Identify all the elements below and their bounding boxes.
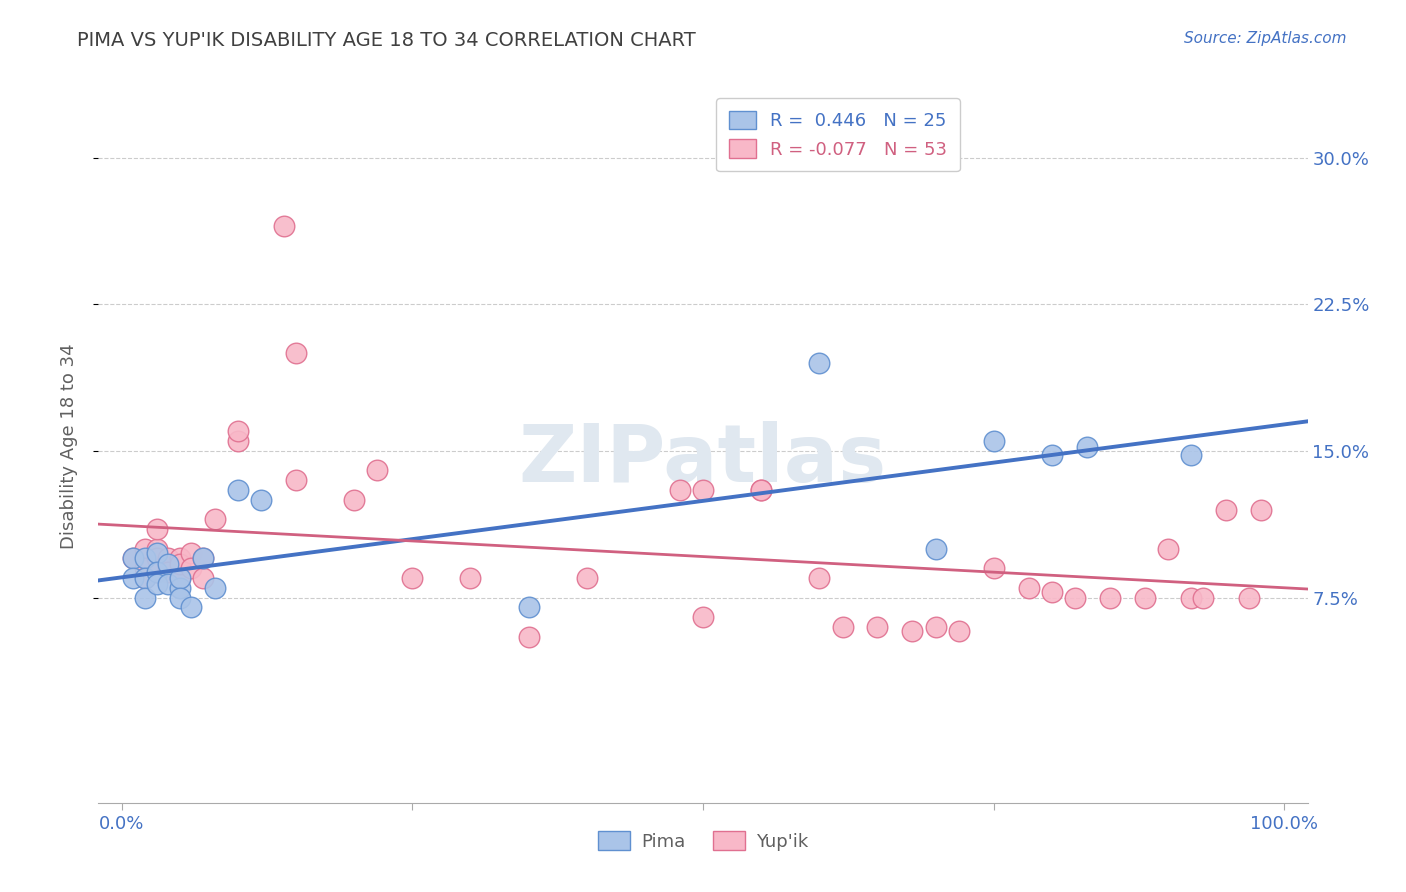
- Point: [901, 624, 924, 638]
- Point: [226, 425, 249, 439]
- Text: Source: ZipAtlas.com: Source: ZipAtlas.com: [1184, 31, 1347, 46]
- Point: [749, 483, 772, 497]
- Point: [145, 565, 167, 579]
- Point: [134, 591, 156, 605]
- Point: [134, 571, 156, 585]
- Point: [134, 551, 156, 566]
- Point: [204, 581, 226, 595]
- Text: PIMA VS YUP'IK DISABILITY AGE 18 TO 34 CORRELATION CHART: PIMA VS YUP'IK DISABILITY AGE 18 TO 34 C…: [77, 31, 696, 50]
- Point: [180, 561, 202, 575]
- Point: [692, 610, 714, 624]
- Point: [122, 571, 145, 585]
- Point: [134, 561, 156, 575]
- Point: [157, 558, 180, 572]
- Point: [460, 571, 482, 585]
- Point: [157, 565, 180, 579]
- Point: [517, 630, 540, 644]
- Point: [1076, 440, 1098, 454]
- Point: [668, 483, 690, 497]
- Point: [924, 620, 946, 634]
- Point: [749, 483, 772, 497]
- Point: [1250, 502, 1272, 516]
- Point: [169, 571, 191, 585]
- Point: [1192, 591, 1215, 605]
- Point: [226, 434, 249, 449]
- Point: [204, 512, 226, 526]
- Point: [575, 571, 598, 585]
- Point: [191, 551, 214, 566]
- Point: [134, 571, 156, 585]
- Point: [285, 346, 308, 360]
- Y-axis label: Disability Age 18 to 34: Disability Age 18 to 34: [59, 343, 77, 549]
- Point: [122, 551, 145, 566]
- Point: [983, 434, 1005, 449]
- Point: [808, 356, 831, 370]
- Point: [1098, 591, 1121, 605]
- Point: [169, 551, 191, 566]
- Point: [157, 551, 180, 566]
- Point: [948, 624, 970, 638]
- Point: [1064, 591, 1087, 605]
- Point: [1180, 591, 1202, 605]
- Point: [1157, 541, 1180, 556]
- Point: [1040, 584, 1063, 599]
- Point: [250, 492, 273, 507]
- Point: [808, 571, 831, 585]
- Point: [692, 483, 714, 497]
- Point: [1133, 591, 1156, 605]
- Point: [226, 483, 249, 497]
- Point: [191, 571, 214, 585]
- Point: [285, 473, 308, 487]
- Point: [169, 591, 191, 605]
- Point: [273, 219, 295, 233]
- Point: [169, 558, 191, 572]
- Point: [134, 541, 156, 556]
- Point: [191, 551, 214, 566]
- Point: [145, 522, 167, 536]
- Point: [343, 492, 366, 507]
- Text: ZIPatlas: ZIPatlas: [519, 421, 887, 500]
- Point: [924, 541, 946, 556]
- Point: [145, 565, 167, 579]
- Point: [169, 571, 191, 585]
- Point: [1239, 591, 1261, 605]
- Point: [122, 551, 145, 566]
- Point: [145, 541, 167, 556]
- Point: [1180, 448, 1202, 462]
- Point: [145, 545, 167, 559]
- Point: [169, 581, 191, 595]
- Point: [401, 571, 423, 585]
- Point: [517, 600, 540, 615]
- Point: [180, 545, 202, 559]
- Point: [145, 551, 167, 566]
- Point: [145, 577, 167, 591]
- Point: [180, 600, 202, 615]
- Point: [983, 561, 1005, 575]
- Point: [1040, 448, 1063, 462]
- Point: [366, 463, 388, 477]
- Point: [157, 561, 180, 575]
- Point: [866, 620, 889, 634]
- Point: [1018, 581, 1040, 595]
- Legend: Pima, Yup'ik: Pima, Yup'ik: [591, 824, 815, 858]
- Point: [157, 577, 180, 591]
- Point: [831, 620, 853, 634]
- Point: [1215, 502, 1237, 516]
